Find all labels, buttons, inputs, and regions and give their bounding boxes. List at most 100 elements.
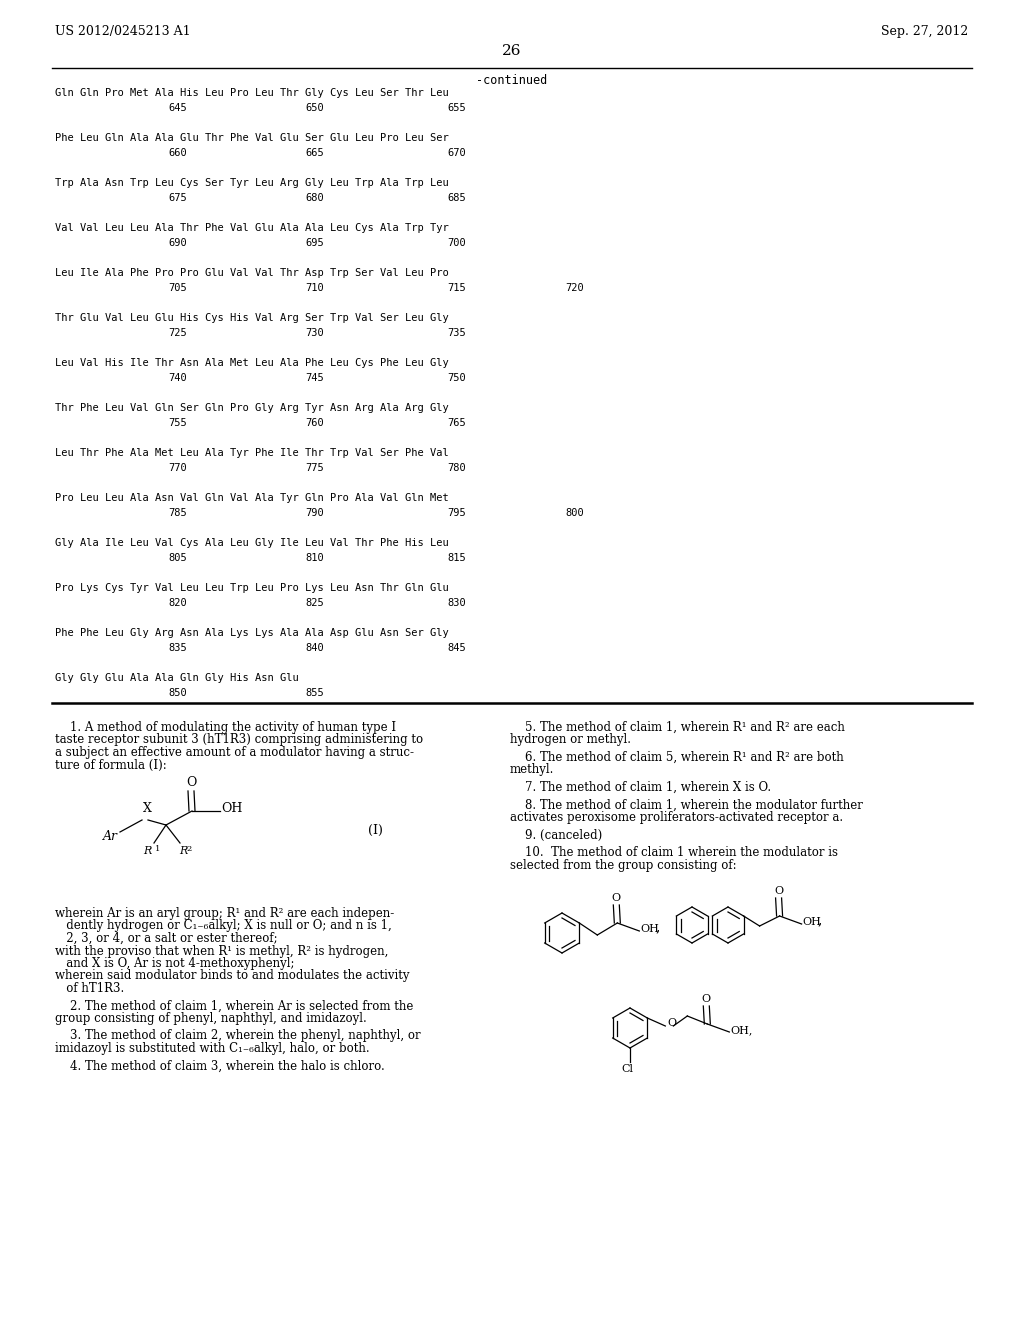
Text: 755: 755 bbox=[168, 418, 186, 428]
Text: 665: 665 bbox=[305, 148, 324, 158]
Text: 9. (canceled): 9. (canceled) bbox=[510, 829, 602, 842]
Text: Sep. 27, 2012: Sep. 27, 2012 bbox=[881, 25, 968, 38]
Text: Leu Ile Ala Phe Pro Pro Glu Val Val Thr Asp Trp Ser Val Leu Pro: Leu Ile Ala Phe Pro Pro Glu Val Val Thr … bbox=[55, 268, 449, 279]
Text: ,: , bbox=[655, 920, 659, 935]
Text: selected from the group consisting of:: selected from the group consisting of: bbox=[510, 858, 736, 871]
Text: of hT1R3.: of hT1R3. bbox=[55, 982, 124, 995]
Text: 765: 765 bbox=[447, 418, 466, 428]
Text: a subject an effective amount of a modulator having a struc-: a subject an effective amount of a modul… bbox=[55, 746, 414, 759]
Text: 840: 840 bbox=[305, 643, 324, 653]
Text: 650: 650 bbox=[305, 103, 324, 114]
Text: R: R bbox=[143, 846, 152, 855]
Text: 2: 2 bbox=[186, 845, 191, 853]
Text: 730: 730 bbox=[305, 327, 324, 338]
Text: wherein said modulator binds to and modulates the activity: wherein said modulator binds to and modu… bbox=[55, 969, 410, 982]
Text: Ar: Ar bbox=[103, 830, 118, 843]
Text: 2. The method of claim 1, wherein Ar is selected from the: 2. The method of claim 1, wherein Ar is … bbox=[55, 999, 414, 1012]
Text: 690: 690 bbox=[168, 238, 186, 248]
Text: 760: 760 bbox=[305, 418, 324, 428]
Text: O: O bbox=[668, 1018, 677, 1028]
Text: (I): (I) bbox=[368, 824, 383, 837]
Text: 825: 825 bbox=[305, 598, 324, 609]
Text: Phe Leu Gln Ala Ala Glu Thr Phe Val Glu Ser Glu Leu Pro Leu Ser: Phe Leu Gln Ala Ala Glu Thr Phe Val Glu … bbox=[55, 133, 449, 143]
Text: 705: 705 bbox=[168, 282, 186, 293]
Text: 855: 855 bbox=[305, 688, 324, 698]
Text: 655: 655 bbox=[447, 103, 466, 114]
Text: Leu Val His Ile Thr Asn Ala Met Leu Ala Phe Leu Cys Phe Leu Gly: Leu Val His Ile Thr Asn Ala Met Leu Ala … bbox=[55, 358, 449, 368]
Text: Leu Thr Phe Ala Met Leu Ala Tyr Phe Ile Thr Trp Val Ser Phe Val: Leu Thr Phe Ala Met Leu Ala Tyr Phe Ile … bbox=[55, 447, 449, 458]
Text: 820: 820 bbox=[168, 598, 186, 609]
Text: ,: , bbox=[817, 913, 822, 927]
Text: R: R bbox=[179, 846, 187, 855]
Text: Gln Gln Pro Met Ala His Leu Pro Leu Thr Gly Cys Leu Ser Thr Leu: Gln Gln Pro Met Ala His Leu Pro Leu Thr … bbox=[55, 88, 449, 98]
Text: with the proviso that when R¹ is methyl, R² is hydrogen,: with the proviso that when R¹ is methyl,… bbox=[55, 945, 388, 957]
Text: 670: 670 bbox=[447, 148, 466, 158]
Text: Thr Glu Val Leu Glu His Cys His Val Arg Ser Trp Val Ser Leu Gly: Thr Glu Val Leu Glu His Cys His Val Arg … bbox=[55, 313, 449, 323]
Text: OH: OH bbox=[640, 924, 659, 935]
Text: Thr Phe Leu Val Gln Ser Gln Pro Gly Arg Tyr Asn Arg Ala Arg Gly: Thr Phe Leu Val Gln Ser Gln Pro Gly Arg … bbox=[55, 403, 449, 413]
Text: 5. The method of claim 1, wherein R¹ and R² are each: 5. The method of claim 1, wherein R¹ and… bbox=[510, 721, 845, 734]
Text: -continued: -continued bbox=[476, 74, 548, 87]
Text: 780: 780 bbox=[447, 463, 466, 473]
Text: 775: 775 bbox=[305, 463, 324, 473]
Text: methyl.: methyl. bbox=[510, 763, 554, 776]
Text: 26: 26 bbox=[502, 44, 522, 58]
Text: 680: 680 bbox=[305, 193, 324, 203]
Text: 795: 795 bbox=[447, 508, 466, 517]
Text: 710: 710 bbox=[305, 282, 324, 293]
Text: 845: 845 bbox=[447, 643, 466, 653]
Text: X: X bbox=[143, 803, 152, 814]
Text: 850: 850 bbox=[168, 688, 186, 698]
Text: Pro Leu Leu Ala Asn Val Gln Val Ala Tyr Gln Pro Ala Val Gln Met: Pro Leu Leu Ala Asn Val Gln Val Ala Tyr … bbox=[55, 492, 449, 503]
Text: group consisting of phenyl, naphthyl, and imidazoyl.: group consisting of phenyl, naphthyl, an… bbox=[55, 1012, 367, 1026]
Text: 10.  The method of claim 1 wherein the modulator is: 10. The method of claim 1 wherein the mo… bbox=[510, 846, 838, 859]
Text: 835: 835 bbox=[168, 643, 186, 653]
Text: 735: 735 bbox=[447, 327, 466, 338]
Text: 6. The method of claim 5, wherein R¹ and R² are both: 6. The method of claim 5, wherein R¹ and… bbox=[510, 751, 844, 764]
Text: ture of formula (I):: ture of formula (I): bbox=[55, 759, 167, 771]
Text: 800: 800 bbox=[565, 508, 584, 517]
Text: 770: 770 bbox=[168, 463, 186, 473]
Text: 675: 675 bbox=[168, 193, 186, 203]
Text: 720: 720 bbox=[565, 282, 584, 293]
Text: 715: 715 bbox=[447, 282, 466, 293]
Text: wherein Ar is an aryl group; R¹ and R² are each indepen-: wherein Ar is an aryl group; R¹ and R² a… bbox=[55, 907, 394, 920]
Text: 700: 700 bbox=[447, 238, 466, 248]
Text: 745: 745 bbox=[305, 374, 324, 383]
Text: O: O bbox=[774, 886, 783, 896]
Text: hydrogen or methyl.: hydrogen or methyl. bbox=[510, 734, 631, 747]
Text: 725: 725 bbox=[168, 327, 186, 338]
Text: 740: 740 bbox=[168, 374, 186, 383]
Text: 805: 805 bbox=[168, 553, 186, 564]
Text: taste receptor subunit 3 (hT1R3) comprising administering to: taste receptor subunit 3 (hT1R3) compris… bbox=[55, 734, 423, 747]
Text: 790: 790 bbox=[305, 508, 324, 517]
Text: 645: 645 bbox=[168, 103, 186, 114]
Text: 815: 815 bbox=[447, 553, 466, 564]
Text: US 2012/0245213 A1: US 2012/0245213 A1 bbox=[55, 25, 190, 38]
Text: activates peroxisome proliferators-activated receptor a.: activates peroxisome proliferators-activ… bbox=[510, 810, 843, 824]
Text: OH,: OH, bbox=[730, 1026, 753, 1035]
Text: 7. The method of claim 1, wherein X is O.: 7. The method of claim 1, wherein X is O… bbox=[510, 781, 771, 795]
Text: 1. A method of modulating the activity of human type I: 1. A method of modulating the activity o… bbox=[55, 721, 396, 734]
Text: Cl: Cl bbox=[621, 1064, 633, 1074]
Text: 695: 695 bbox=[305, 238, 324, 248]
Text: 2, 3, or 4, or a salt or ester thereof;: 2, 3, or 4, or a salt or ester thereof; bbox=[55, 932, 278, 945]
Text: OH: OH bbox=[803, 917, 821, 927]
Text: 750: 750 bbox=[447, 374, 466, 383]
Text: Val Val Leu Leu Ala Thr Phe Val Glu Ala Ala Leu Cys Ala Trp Tyr: Val Val Leu Leu Ala Thr Phe Val Glu Ala … bbox=[55, 223, 449, 234]
Text: 8. The method of claim 1, wherein the modulator further: 8. The method of claim 1, wherein the mo… bbox=[510, 799, 863, 812]
Text: and X is O, Ar is not 4-methoxyphenyl;: and X is O, Ar is not 4-methoxyphenyl; bbox=[55, 957, 295, 970]
Text: 785: 785 bbox=[168, 508, 186, 517]
Text: Trp Ala Asn Trp Leu Cys Ser Tyr Leu Arg Gly Leu Trp Ala Trp Leu: Trp Ala Asn Trp Leu Cys Ser Tyr Leu Arg … bbox=[55, 178, 449, 187]
Text: 4. The method of claim 3, wherein the halo is chloro.: 4. The method of claim 3, wherein the ha… bbox=[55, 1060, 385, 1072]
Text: O: O bbox=[701, 994, 711, 1005]
Text: imidazoyl is substituted with C₁₋₆alkyl, halo, or both.: imidazoyl is substituted with C₁₋₆alkyl,… bbox=[55, 1041, 370, 1055]
Text: 830: 830 bbox=[447, 598, 466, 609]
Text: Phe Phe Leu Gly Arg Asn Ala Lys Lys Ala Ala Asp Glu Asn Ser Gly: Phe Phe Leu Gly Arg Asn Ala Lys Lys Ala … bbox=[55, 628, 449, 638]
Text: Pro Lys Cys Tyr Val Leu Leu Trp Leu Pro Lys Leu Asn Thr Gln Glu: Pro Lys Cys Tyr Val Leu Leu Trp Leu Pro … bbox=[55, 583, 449, 593]
Text: OH: OH bbox=[221, 803, 243, 816]
Text: 685: 685 bbox=[447, 193, 466, 203]
Text: 660: 660 bbox=[168, 148, 186, 158]
Text: Gly Gly Glu Ala Ala Gln Gly His Asn Glu: Gly Gly Glu Ala Ala Gln Gly His Asn Glu bbox=[55, 673, 299, 682]
Text: Gly Ala Ile Leu Val Cys Ala Leu Gly Ile Leu Val Thr Phe His Leu: Gly Ala Ile Leu Val Cys Ala Leu Gly Ile … bbox=[55, 539, 449, 548]
